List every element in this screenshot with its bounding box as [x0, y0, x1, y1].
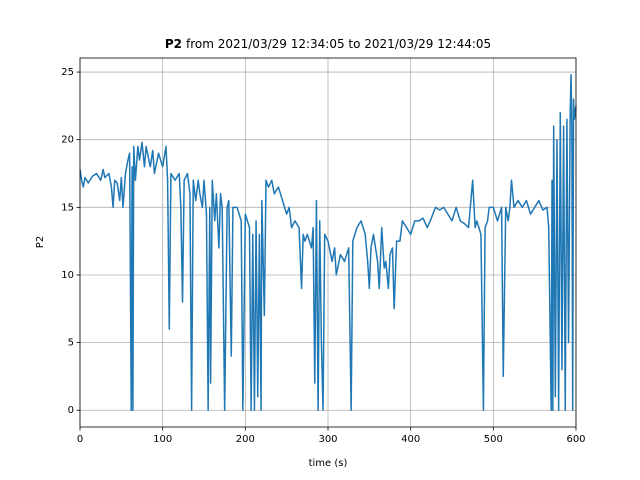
- x-tick-label: 600: [566, 434, 585, 445]
- chart-title: P2 from 2021/03/29 12:34:05 to 2021/03/29…: [165, 37, 491, 51]
- title-bold: P2: [165, 37, 182, 51]
- title-rest: from 2021/03/29 12:34:05 to 2021/03/29 1…: [186, 37, 491, 51]
- x-tick-label: 0: [77, 434, 83, 445]
- x-tick-label: 400: [401, 434, 420, 445]
- x-tick-label: 100: [153, 434, 172, 445]
- y-tick-label: 0: [68, 405, 74, 416]
- y-tick-label: 10: [61, 270, 74, 281]
- y-tick-label: 20: [61, 135, 74, 146]
- y-tick-label: 25: [61, 67, 74, 78]
- x-tick-label: 300: [318, 434, 337, 445]
- data-line: [79, 74, 577, 411]
- plot-frame: [79, 57, 577, 428]
- x-tick-label: 500: [484, 434, 503, 445]
- x-axis-label: time (s): [309, 458, 348, 469]
- y-tick-label: 5: [68, 338, 74, 349]
- y-axis-label: P2: [35, 236, 46, 248]
- y-tick-label: 15: [61, 202, 74, 213]
- x-tick-label: 200: [236, 434, 255, 445]
